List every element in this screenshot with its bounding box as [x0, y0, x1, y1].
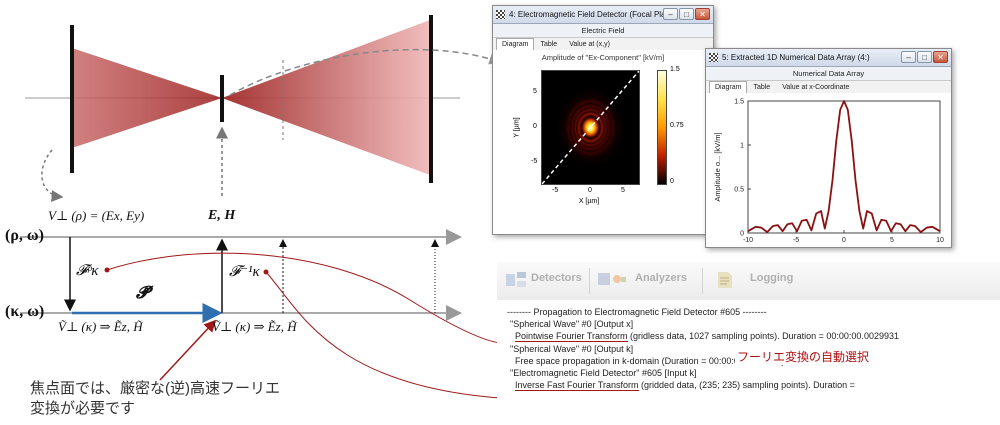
tab-diagram[interactable]: Diagram: [709, 81, 748, 93]
y-tick: 0: [533, 123, 537, 130]
source-plane: [70, 25, 74, 173]
plot-frame: [747, 100, 941, 234]
x-tick-label: 5: [890, 237, 894, 244]
log-line: -------- Propagation to Electromagnetic …: [507, 307, 767, 317]
optical-setup-diagram: [20, 15, 500, 399]
x-tick-label: -10: [743, 237, 753, 244]
minimize-button[interactable]: –: [663, 8, 678, 20]
label-propagation-operator: 𝓟̃: [136, 283, 149, 302]
logging-tab[interactable]: Logging: [750, 272, 794, 284]
y-axis-label: Amplitude o... [kV/m]: [713, 132, 722, 201]
maximize-button[interactable]: □: [917, 51, 932, 63]
data-array-window: 5: Extracted 1D Numerical Data Array (4:…: [705, 48, 952, 256]
converging-beam: [72, 48, 222, 148]
label-v-kappa-left: Ṽ⊥ (κ) ⇒ Ẽz, H̃: [58, 319, 143, 334]
close-button[interactable]: ✕: [695, 8, 710, 20]
tab-value[interactable]: Value at (x,y): [569, 41, 610, 48]
x-tick-label: -5: [793, 237, 799, 244]
line-chart: -10 -5 0 5 10 0 0.5 1 1.5 Coordinate [µm] Amplitud…: [713, 99, 944, 256]
field-detector-window: 4: Electromagnetic Field Detector (Focal…: [492, 5, 714, 235]
y-tick-label: 1: [740, 143, 744, 150]
y-tick-label: 0.5: [734, 187, 744, 194]
field-plot-title: Amplitude of "Ex-Component" [kV/m]: [541, 53, 665, 62]
window-subtitle: Electric Field: [493, 24, 713, 38]
auto-selection-annotation: フーリエ変換の自動選択: [735, 348, 872, 365]
x-tick: -5: [552, 187, 559, 194]
detectors-tab[interactable]: Detectors: [531, 272, 582, 284]
tab-table[interactable]: Table: [540, 41, 558, 48]
x-tick-label: 0: [842, 237, 846, 244]
y-tick-label: 0: [740, 231, 744, 238]
label-rho-omega: (ρ, ω): [5, 227, 44, 244]
window-subtitle: Numerical Data Array: [706, 67, 951, 81]
detectors-icon: [506, 272, 526, 287]
x-tick: 5: [621, 187, 625, 194]
tab-diagram[interactable]: Diagram: [496, 38, 535, 50]
label-eh: E, H: [208, 208, 236, 223]
log-line: Inverse Fast Fourier Transform (gridded …: [515, 380, 855, 392]
focal-plane-note: 焦点面では、厳密な(逆)高速フーリエ 変換が必要です: [30, 379, 280, 419]
field-plot-area: Amplitude of "Ex-Component" [kV/m] 1.5 0…: [493, 50, 713, 234]
x-axis-label: Coordinate [µm]: [817, 246, 871, 247]
colorbar-tick: 0.75: [670, 122, 684, 129]
colorbar-tick: 1.5: [670, 66, 680, 73]
toolbar: Detectors Analyzers Logging: [497, 262, 1000, 300]
tab-value[interactable]: Value at x-Coordinate: [782, 84, 850, 91]
window-title: 4: Electromagnetic Field Detector (Focal…: [509, 10, 686, 19]
extraction-line: [542, 71, 639, 184]
app-icon: [709, 53, 718, 62]
colorbar: [657, 70, 667, 185]
label-v-rho: V⊥ (ρ) = (Ex, Ey): [48, 208, 145, 223]
analyzers-icon: [598, 273, 626, 285]
label-kappa-omega: (κ, ω): [5, 303, 45, 320]
log-line: "Spherical Wave" #0 [Output x]: [510, 319, 634, 330]
field-heatmap: [541, 70, 640, 185]
log-line: "Electromagnetic Field Detector" #605 [I…: [510, 368, 697, 379]
label-fourier-forward: 𝓕ᵖκ: [76, 263, 99, 279]
diverging-beam: [222, 20, 430, 175]
detector-plane: [429, 15, 433, 183]
close-button[interactable]: ✕: [933, 51, 948, 63]
log-line: Free space propagation in k-domain (Dura…: [515, 355, 785, 366]
tab-table[interactable]: Table: [753, 84, 771, 91]
maximize-button[interactable]: □: [679, 8, 694, 20]
analyzers-tab[interactable]: Analyzers: [635, 272, 687, 284]
colorbar-tick: 0: [670, 178, 674, 185]
x-tick: 0: [588, 187, 592, 194]
x-axis-label: X [µm]: [578, 198, 600, 205]
label-v-kappa-right: Ṽ⊥ (κ) ⇒ Ẽz, H̃: [212, 319, 297, 334]
x-tick-label: 10: [936, 237, 944, 244]
window-title: 5: Extracted 1D Numerical Data Array (4:…: [722, 53, 870, 62]
note-line-2: 変換が必要です: [30, 400, 136, 417]
y-axis-label: Y [µm]: [513, 117, 521, 138]
inverse-fft-label: Inverse Fast Fourier Transform: [515, 380, 639, 392]
log-line: Pointwise Fourier Transform (gridless da…: [515, 331, 899, 343]
log-line: "Spherical Wave" #0 [Output k]: [510, 343, 634, 354]
logging-icon: [718, 272, 732, 288]
series-line: [747, 100, 941, 233]
pointwise-fourier-transform-label: Pointwise Fourier Transform: [515, 331, 628, 343]
y-tick: 5: [533, 88, 537, 95]
app-icon: [496, 10, 505, 19]
label-fourier-inverse: 𝓕⁻¹κ: [229, 264, 260, 280]
minimize-button[interactable]: –: [901, 51, 916, 63]
y-tick-label: 1.5: [734, 99, 744, 106]
window-titlebar[interactable]: 5: Extracted 1D Numerical Data Array (4:…: [706, 49, 951, 67]
window-titlebar[interactable]: 4: Electromagnetic Field Detector (Focal…: [493, 6, 713, 24]
focal-plane: [220, 75, 224, 122]
line-plot-area: -10 -5 0 5 10 0 0.5 1 1.5 Coordinate [µm] Amplitud…: [706, 93, 951, 256]
note-line-1: 焦点面では、厳密な(逆)高速フーリエ: [30, 380, 280, 397]
y-tick: -5: [531, 158, 538, 165]
